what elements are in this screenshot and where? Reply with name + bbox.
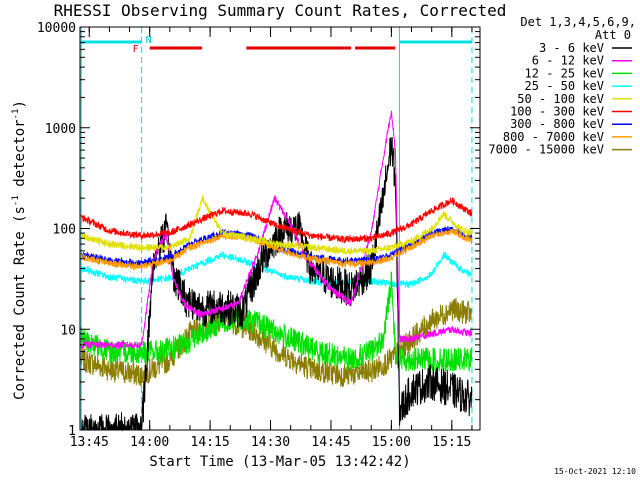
series-layer (80, 110, 473, 432)
legend-label: 50 - 100 keV (517, 92, 604, 106)
x-tick-label: 15:00 (372, 435, 411, 450)
y-tick-label: 10000 (37, 21, 76, 36)
series-line (80, 271, 473, 373)
legend-label: 7000 - 15000 keV (488, 143, 604, 157)
series-line (80, 297, 473, 388)
legend-label: 100 - 300 keV (510, 105, 604, 119)
x-tick-label: 14:30 (251, 435, 290, 450)
series-line (80, 228, 473, 271)
x-axis-label: Start Time (13-Mar-05 13:42:42) (149, 454, 410, 470)
series-line (80, 195, 473, 256)
flag-f-label: F (133, 44, 139, 55)
x-tick-label: 13:45 (70, 435, 109, 450)
legend-label: 12 - 25 keV (525, 66, 604, 80)
x-tick-label: 14:45 (311, 435, 350, 450)
legend-header-1: Det 1,3,4,5,6,9, (520, 15, 636, 29)
y-tick-label: 10 (60, 323, 76, 338)
ylabel-main: Corrected Count Rate (s (12, 206, 28, 400)
legend-label: 800 - 7000 keV (503, 130, 604, 144)
y-tick-label: 100 (53, 223, 76, 238)
ylabel-end: ) (12, 100, 28, 108)
series-line (80, 250, 473, 289)
x-tick-label: 14:00 (130, 435, 169, 450)
flag-n-label: N (146, 35, 152, 46)
y-tick-label: 1 (68, 424, 76, 439)
y-axis-label: Corrected Count Rate (s-1 detector-1) (11, 100, 28, 400)
legend-label: 25 - 50 keV (525, 79, 604, 93)
plot-area: 1 10 100 1000 10000 13:45 14:00 14:15 14:30 14:4… (37, 21, 481, 450)
y-axis-ticks: 1 10 100 1000 10000 (37, 21, 480, 439)
series-line (80, 110, 473, 350)
series-line (81, 137, 473, 432)
ylabel-mid: detector (12, 119, 28, 195)
legend-header-2: Att 0 (595, 28, 631, 42)
chart-title: RHESSI Observing Summary Count Rates, Co… (54, 1, 507, 20)
y-tick-label: 1000 (45, 122, 76, 137)
legend-label: 6 - 12 keV (532, 54, 604, 68)
timestamp: 15-Oct-2021 12:10 (554, 467, 636, 476)
svg-text:Corrected Count Rate (s-1 dete: Corrected Count Rate (s-1 detector-1) (11, 100, 28, 400)
legend-label: 300 - 800 keV (510, 117, 604, 131)
x-axis-ticks: 13:45 14:00 14:15 14:30 14:45 15:00 15:15 (70, 27, 473, 450)
ylabel-sup1: -1 (11, 195, 21, 206)
series-line (80, 197, 473, 244)
ylabel-sup2: -1 (11, 109, 21, 120)
x-tick-label: 15:15 (432, 435, 471, 450)
legend-label: 3 - 6 keV (539, 41, 604, 55)
x-tick-label: 14:15 (191, 435, 230, 450)
